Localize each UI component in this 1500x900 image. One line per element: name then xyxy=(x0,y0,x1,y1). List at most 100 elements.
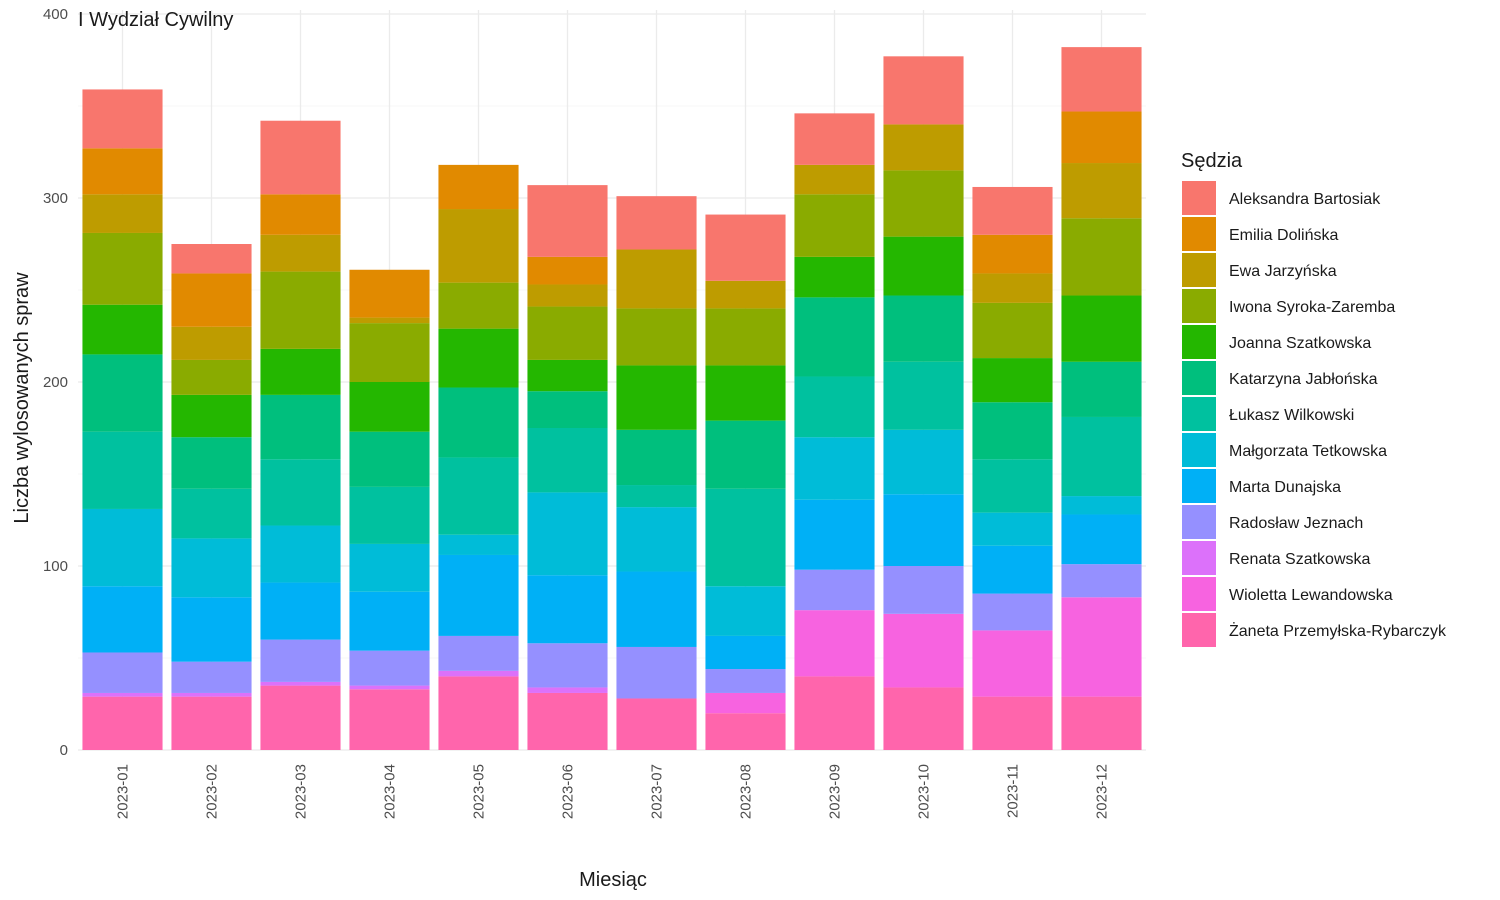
x-axis: 2023-01 2023-02 2023-03 2023-04 2023-05 2023-… xyxy=(115,764,1111,819)
bar-segment xyxy=(260,459,341,526)
bar-segment xyxy=(794,113,875,165)
legend-label: Katarzyna Jabłońska xyxy=(1229,371,1378,388)
y-tick-label: 0 xyxy=(60,742,68,759)
bar-segment xyxy=(794,499,875,570)
bar-segment xyxy=(438,635,519,671)
bar-segment xyxy=(82,304,163,355)
bar-segment xyxy=(705,669,786,693)
bar-segment xyxy=(883,494,964,566)
bar-segment xyxy=(527,575,608,644)
bar-segment xyxy=(794,610,875,677)
legend-key xyxy=(1182,433,1216,467)
bar-segment xyxy=(527,306,608,360)
y-axis-title: Liczba wylosowanych spraw xyxy=(11,272,33,524)
bar-segment xyxy=(260,348,341,395)
bar-segment xyxy=(1061,564,1142,598)
legend-key xyxy=(1182,325,1216,359)
bars xyxy=(82,47,1142,750)
bar-segment xyxy=(260,271,341,349)
y-tick-label: 400 xyxy=(43,6,68,23)
bar-segment xyxy=(171,661,252,693)
bar-segment xyxy=(82,696,163,750)
bar-segment xyxy=(616,571,697,647)
bar-segment xyxy=(527,687,608,693)
bar-segment xyxy=(705,365,786,421)
bar-segment xyxy=(527,256,608,285)
legend-label: Joanna Szatkowska xyxy=(1229,335,1371,352)
bar-segment xyxy=(260,681,341,686)
bar-segment xyxy=(705,308,786,366)
bar-segment xyxy=(705,635,786,670)
legend-label: Aleksandra Bartosiak xyxy=(1229,191,1381,208)
bar-segment xyxy=(260,394,341,460)
bar-segment xyxy=(705,586,786,636)
x-tick-label: 2023-06 xyxy=(560,764,577,819)
legend-title: Sędzia xyxy=(1181,150,1243,172)
bar-segment xyxy=(705,420,786,489)
bar-segment xyxy=(705,713,786,750)
bar-segment xyxy=(349,382,430,432)
bar-segment xyxy=(1061,163,1142,219)
bar-segment xyxy=(349,650,430,686)
legend-label: Łukasz Wilkowski xyxy=(1229,407,1354,424)
bar-segment xyxy=(972,459,1053,513)
bar-segment xyxy=(171,696,252,750)
legend: Sędzia Aleksandra Bartosiak Emilia Dolińs… xyxy=(1181,150,1447,647)
bar-segment xyxy=(527,359,608,392)
bar-segment xyxy=(1061,696,1142,750)
bar-segment xyxy=(883,295,964,362)
bar-segment xyxy=(171,488,252,539)
bar-segment xyxy=(794,569,875,611)
legend-key xyxy=(1182,361,1216,395)
bar-segment xyxy=(349,269,430,318)
bar-segment xyxy=(705,692,786,714)
legend-label: Marta Dunajska xyxy=(1229,479,1341,496)
y-tick-label: 200 xyxy=(43,374,68,391)
bar-segment xyxy=(794,256,875,298)
bar-segment xyxy=(972,545,1053,594)
bar-segment xyxy=(82,354,163,432)
bar-segment xyxy=(349,591,430,651)
bar-segment xyxy=(1061,218,1142,296)
bar-segment xyxy=(349,431,430,487)
bar-segment xyxy=(82,431,163,509)
bar-segment xyxy=(883,124,964,171)
legend-label: Ewa Jarzyńska xyxy=(1229,263,1337,280)
bar-segment xyxy=(616,249,697,309)
bar-segment xyxy=(171,273,252,327)
bar-segment xyxy=(349,685,430,690)
bar-segment xyxy=(82,692,163,697)
bar-segment xyxy=(972,234,1053,274)
bar-segment xyxy=(883,429,964,495)
bar-segment xyxy=(438,534,519,555)
bar-segment xyxy=(794,194,875,257)
bar-segment xyxy=(1061,416,1142,497)
legend-key xyxy=(1182,181,1216,215)
x-tick-label: 2023-05 xyxy=(471,764,488,819)
bar-segment xyxy=(1061,111,1142,164)
x-tick-label: 2023-12 xyxy=(1094,764,1111,819)
bar-segment xyxy=(171,692,252,697)
bar-segment xyxy=(972,512,1053,546)
bar-segment xyxy=(349,317,430,324)
legend-label: Żaneta Przemyłska-Rybarczyk xyxy=(1229,621,1447,640)
x-tick-label: 2023-10 xyxy=(916,764,933,819)
bar-segment xyxy=(171,394,252,438)
bar-segment xyxy=(171,244,252,274)
bar-segment xyxy=(1061,496,1142,515)
bar-segment xyxy=(1061,361,1142,417)
bar-segment xyxy=(883,613,964,688)
bar-segment xyxy=(527,391,608,428)
bar-segment xyxy=(438,676,519,750)
bar-segment xyxy=(972,273,1053,303)
bar-segment xyxy=(705,214,786,281)
bar-segment xyxy=(1061,597,1142,697)
bar-segment xyxy=(616,196,697,250)
x-tick-label: 2023-02 xyxy=(204,764,221,819)
legend-key xyxy=(1182,541,1216,575)
bar-segment xyxy=(972,630,1053,697)
bar-segment xyxy=(438,554,519,636)
bar-segment xyxy=(616,646,697,699)
bar-segment xyxy=(794,164,875,195)
bar-segment xyxy=(438,328,519,388)
